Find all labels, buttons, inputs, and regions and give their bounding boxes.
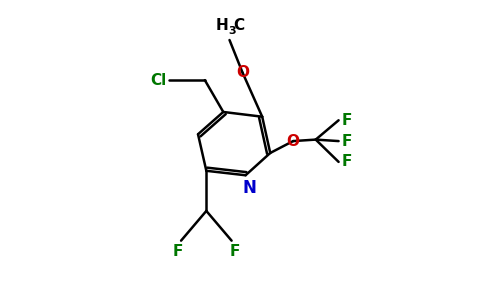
Text: O: O xyxy=(236,65,249,80)
Text: C: C xyxy=(233,19,244,34)
Text: H: H xyxy=(215,19,228,34)
Text: O: O xyxy=(287,134,300,148)
Text: 3: 3 xyxy=(228,26,236,36)
Text: F: F xyxy=(229,244,240,259)
Text: F: F xyxy=(342,113,352,128)
Text: N: N xyxy=(242,179,256,197)
Text: F: F xyxy=(173,244,183,259)
Text: Cl: Cl xyxy=(150,73,166,88)
Text: F: F xyxy=(342,134,352,148)
Text: F: F xyxy=(342,154,352,169)
